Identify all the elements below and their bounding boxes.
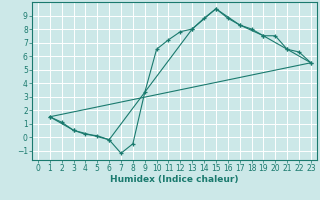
X-axis label: Humidex (Indice chaleur): Humidex (Indice chaleur) bbox=[110, 175, 239, 184]
